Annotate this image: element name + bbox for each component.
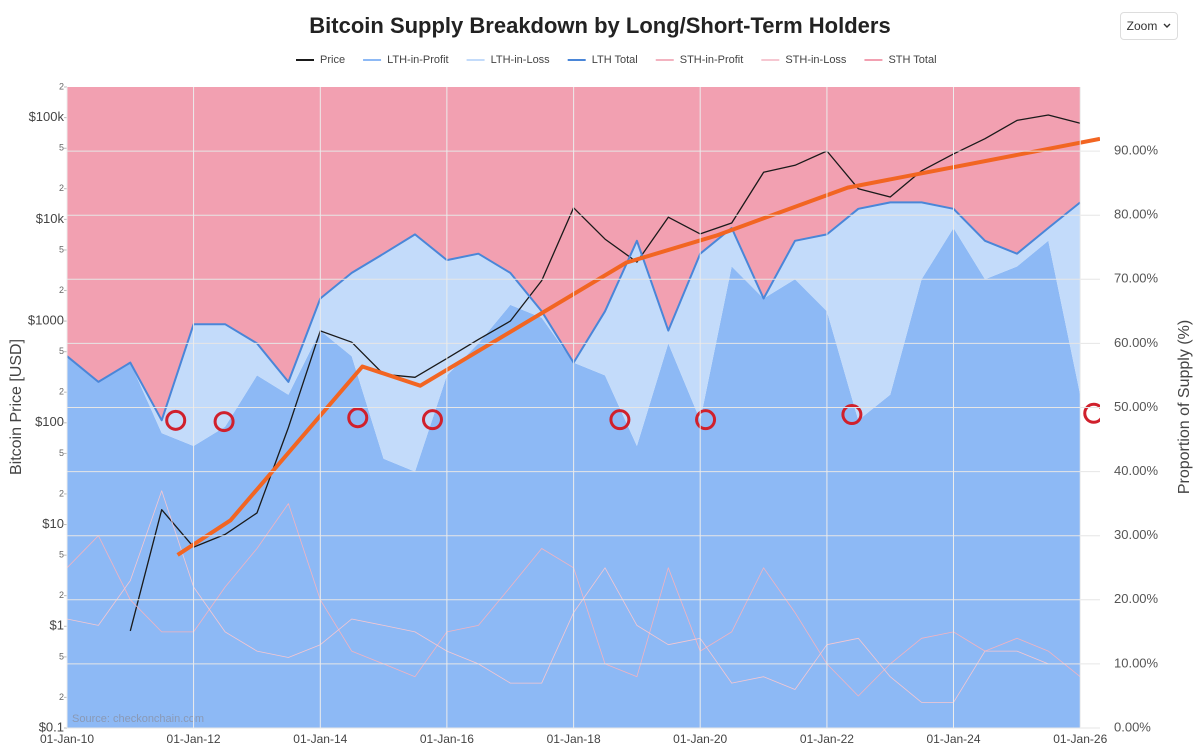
trend-line [176,136,1100,557]
y-tick-label: 2 [59,692,64,702]
y2-tick-label: 40.00% [1114,463,1159,478]
marker-circle [421,409,443,431]
x-tick-label: 01-Jan-20 [673,732,727,746]
y-tick-label: 5 [59,244,64,254]
legend-label: LTH-in-Loss [491,54,551,66]
x-tick-label: 01-Jan-10 [40,732,94,746]
y-tick-label: $10 [42,516,64,531]
y-tick-label: $1000 [28,313,64,328]
legend-label: STH-in-Profit [680,54,744,66]
legend-label: Price [320,54,345,66]
y-tick-label: 2 [59,488,64,498]
y-tick-label: $100 [35,414,64,429]
marker-circle [213,411,235,433]
zoom-label: Zoom [1126,19,1158,33]
y-tick-label: $1 [50,618,64,633]
y-axis-title: Bitcoin Price [USD] [8,339,25,475]
x-tick-label: 01-Jan-14 [293,732,347,746]
line [129,114,1081,632]
y2-tick-label: 50.00% [1114,399,1159,414]
x-tick-label: 01-Jan-24 [926,732,980,746]
x-tick-label: 01-Jan-22 [800,732,854,746]
marker-circle [609,409,631,431]
y2-tick-label: 90.00% [1114,143,1159,158]
y-tick-label: 5 [59,346,64,356]
y2-tick-label: 80.00% [1114,207,1159,222]
y-tick-label: 2 [59,387,64,397]
marker-circle [841,404,863,426]
chevron-icon [1163,23,1171,28]
x-tick-label: 01-Jan-16 [420,732,474,746]
legend-label: STH-in-Loss [785,54,847,66]
y-tick-label: 2 [59,81,64,91]
y-tick-label: 5 [59,651,64,661]
y-tick-label: 2 [59,285,64,295]
chart-title: Bitcoin Supply Breakdown by Long/Short-T… [309,13,890,38]
y-tick-label: $0.1 [39,719,64,734]
y2-tick-label: 60.00% [1114,335,1159,350]
y-tick-label: 5 [59,550,64,560]
y-tick-label: $100k [29,109,65,124]
marker-circle [347,407,369,429]
y-tick-label: 5 [59,143,64,153]
x-tick-label: 01-Jan-18 [547,732,601,746]
y-tick-label: $10k [36,211,65,226]
legend-label: STH Total [888,54,936,66]
y2-tick-label: 0.00% [1114,719,1151,734]
zoom-button[interactable]: Zoom [1120,12,1178,40]
legend-label: LTH Total [592,54,638,66]
y2-axis-title: Proportion of Supply (%) [1176,320,1193,494]
y2-tick-label: 20.00% [1114,591,1159,606]
marker-circle [1083,402,1100,424]
y2-tick-label: 70.00% [1114,271,1159,286]
y-tick-label: 2 [59,590,64,600]
y-tick-label: 2 [59,183,64,193]
y-tick-label: 5 [59,448,64,458]
legend-label: LTH-in-Profit [387,54,449,66]
marker-circle [165,409,187,431]
y2-tick-label: 30.00% [1114,527,1159,542]
x-tick-label: 01-Jan-26 [1053,732,1107,746]
x-tick-label: 01-Jan-12 [167,732,221,746]
marker-circle [695,409,717,431]
y2-tick-label: 10.00% [1114,655,1159,670]
source-note: Source: checkonchain.com [72,713,204,725]
